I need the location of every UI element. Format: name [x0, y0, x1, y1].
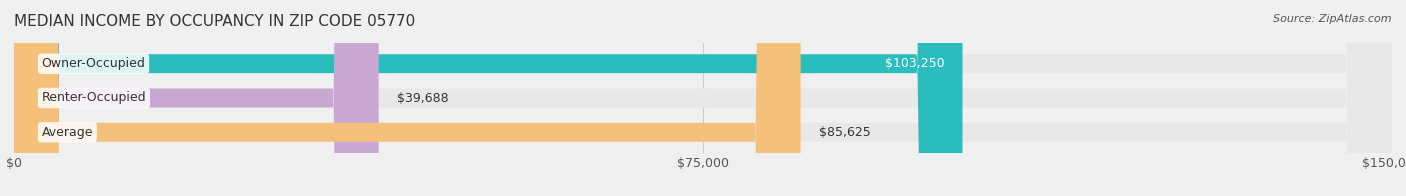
- FancyBboxPatch shape: [14, 0, 378, 196]
- Text: $85,625: $85,625: [818, 126, 870, 139]
- FancyBboxPatch shape: [14, 0, 800, 196]
- Text: Renter-Occupied: Renter-Occupied: [42, 92, 146, 104]
- FancyBboxPatch shape: [14, 0, 1392, 196]
- Text: $103,250: $103,250: [884, 57, 945, 70]
- Text: Source: ZipAtlas.com: Source: ZipAtlas.com: [1274, 14, 1392, 24]
- FancyBboxPatch shape: [14, 0, 963, 196]
- Text: Average: Average: [42, 126, 93, 139]
- Text: MEDIAN INCOME BY OCCUPANCY IN ZIP CODE 05770: MEDIAN INCOME BY OCCUPANCY IN ZIP CODE 0…: [14, 14, 415, 29]
- Text: $39,688: $39,688: [396, 92, 449, 104]
- FancyBboxPatch shape: [14, 0, 1392, 196]
- Text: Owner-Occupied: Owner-Occupied: [42, 57, 145, 70]
- FancyBboxPatch shape: [14, 0, 1392, 196]
